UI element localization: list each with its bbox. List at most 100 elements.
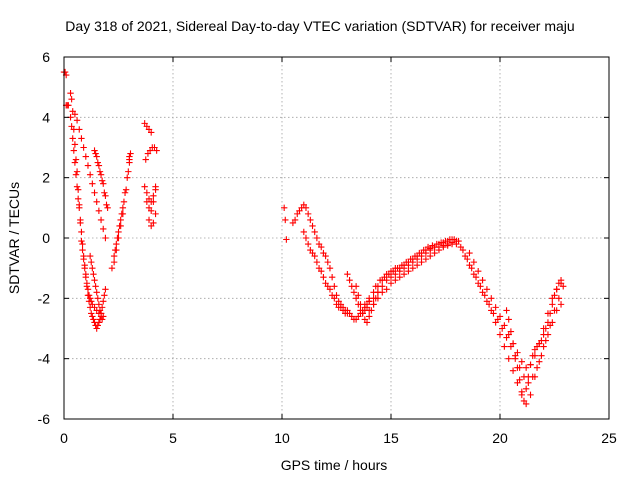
- y-tick-label: 4: [42, 109, 50, 125]
- data-point: [359, 310, 366, 317]
- data-point: [72, 156, 80, 163]
- data-point: [84, 286, 92, 293]
- x-tick-label: 0: [60, 430, 68, 446]
- data-point: [435, 246, 443, 254]
- data-point: [148, 207, 155, 215]
- data-point: [100, 180, 107, 187]
- data-point: [451, 236, 458, 243]
- data-point: [328, 274, 336, 281]
- data-point: [477, 283, 484, 290]
- data-point: [518, 388, 525, 396]
- data-point: [520, 397, 528, 405]
- data-point: [78, 237, 85, 245]
- data-point: [70, 147, 78, 154]
- data-point: [96, 168, 104, 175]
- data-point: [71, 141, 79, 148]
- data-point: [104, 204, 111, 212]
- data-point: [557, 301, 565, 308]
- data-point: [387, 280, 395, 287]
- data-point: [102, 286, 109, 293]
- x-axis-label: GPS time / hours: [281, 457, 388, 473]
- data-point: [96, 307, 104, 314]
- data-point: [361, 301, 369, 308]
- data-point: [433, 240, 440, 248]
- data-point: [86, 171, 94, 178]
- data-point: [355, 292, 362, 299]
- data-point: [126, 153, 133, 160]
- data-point: [318, 267, 325, 275]
- data-point: [94, 295, 101, 302]
- y-tick-label: -6: [38, 411, 51, 427]
- data-point: [117, 216, 124, 224]
- data-point: [553, 286, 560, 293]
- data-point: [496, 331, 504, 338]
- data-point: [93, 325, 100, 332]
- data-point: [300, 228, 307, 236]
- data-point: [142, 156, 149, 163]
- data-point: [95, 162, 103, 169]
- data-point: [322, 252, 329, 260]
- data-point: [80, 252, 87, 260]
- data-point: [516, 376, 523, 383]
- data-point: [400, 271, 408, 278]
- data-point: [83, 280, 91, 287]
- y-tick-label: 2: [42, 170, 50, 186]
- x-tick-label: 5: [169, 430, 177, 446]
- data-point: [88, 258, 95, 266]
- data-point: [97, 171, 105, 178]
- data-point: [542, 325, 549, 332]
- data-point: [100, 225, 107, 233]
- data-point: [320, 274, 327, 281]
- data-point: [311, 228, 318, 236]
- data-point: [91, 147, 98, 154]
- data-point: [302, 204, 310, 212]
- data-point: [481, 292, 488, 299]
- data-point: [326, 286, 334, 293]
- data-point: [488, 295, 495, 302]
- data-point: [522, 385, 530, 393]
- data-point: [68, 96, 75, 103]
- data-point: [418, 258, 425, 266]
- data-point: [73, 183, 81, 190]
- data-point: [126, 159, 133, 166]
- data-point: [385, 271, 393, 278]
- data-point: [370, 301, 377, 308]
- data-point: [525, 379, 532, 386]
- data-point: [475, 267, 482, 275]
- data-point: [120, 198, 128, 205]
- data-point: [143, 189, 151, 196]
- data-point: [110, 258, 118, 266]
- data-point: [492, 304, 499, 311]
- data-point: [103, 201, 110, 209]
- data-point: [90, 316, 97, 323]
- data-point: [89, 313, 96, 320]
- data-point: [280, 204, 288, 212]
- data-point: [101, 292, 108, 299]
- data-point: [490, 310, 497, 317]
- data-point: [102, 192, 109, 199]
- data-point: [331, 283, 338, 290]
- data-point: [88, 310, 95, 317]
- data-point: [420, 246, 427, 254]
- data-point: [97, 216, 105, 224]
- data-point: [529, 352, 536, 359]
- data-point: [311, 252, 318, 260]
- data-point: [95, 207, 103, 215]
- data-point: [376, 277, 384, 284]
- data-point: [150, 198, 157, 205]
- data-point: [470, 258, 478, 266]
- data-point: [78, 228, 85, 236]
- data-point: [522, 364, 530, 371]
- data-point: [309, 222, 316, 230]
- data-point: [496, 313, 504, 320]
- data-point: [282, 216, 289, 224]
- data-point: [427, 252, 434, 260]
- data-point: [100, 298, 107, 305]
- grid-lines: [64, 57, 609, 419]
- data-point: [76, 126, 83, 133]
- data-point: [61, 68, 69, 76]
- data-point: [536, 358, 543, 365]
- data-point: [91, 277, 98, 284]
- y-tick-label: 0: [42, 230, 50, 246]
- data-point: [501, 343, 508, 350]
